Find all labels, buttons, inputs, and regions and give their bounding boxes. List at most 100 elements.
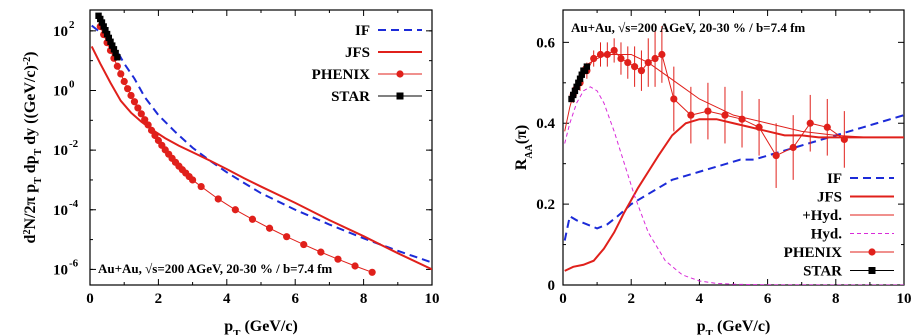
y-tick-label: 10 <box>53 203 68 219</box>
series-phenix-point <box>637 67 646 75</box>
y-tick-label: 0.2 <box>536 197 555 213</box>
y-axis-label: d2N/2π pT dpT dy ((GeV/c)-2) <box>22 52 44 244</box>
series-phenix-point <box>113 62 121 70</box>
series-phenix-point <box>124 85 132 93</box>
legend-jfs-label: JFS <box>345 45 370 61</box>
y-tick-exponent: -6 <box>69 257 79 269</box>
y-tick-label: 10 <box>53 143 68 159</box>
series-star-point <box>578 71 585 78</box>
x-tick-label: 6 <box>291 291 299 307</box>
series-jfs-line <box>90 45 432 271</box>
series-star-point <box>575 79 582 86</box>
series-phenix-point <box>704 107 712 115</box>
series-if-line <box>91 24 432 264</box>
series-phenix-point <box>738 115 746 123</box>
legend-star-label: STAR <box>331 89 370 105</box>
legend-phenix-swatch-marker <box>868 248 876 256</box>
series-star-point <box>571 87 579 95</box>
x-tick-label: 0 <box>559 291 567 307</box>
series-phenix-point <box>368 268 376 276</box>
series-star-point <box>114 54 121 61</box>
x-tick-label: 10 <box>897 291 912 307</box>
series-phenix-point <box>334 255 342 263</box>
annotation-text: Au+Au, √s=200 AGeV, 20-30 % / b=7.4 fm <box>98 261 332 276</box>
series-phenix-point <box>596 50 605 59</box>
series-phenix-point <box>644 58 652 67</box>
series-star-point <box>107 38 114 45</box>
y-tick-exponent: -2 <box>69 138 79 150</box>
x-tick-label: 10 <box>425 291 440 307</box>
series-phenix-point <box>137 110 145 118</box>
series-phenix-point <box>147 126 156 134</box>
series-phenix-point <box>806 119 814 127</box>
series-phenix-point <box>772 151 780 160</box>
series-star-point <box>112 49 119 57</box>
series-phenix-point <box>283 233 291 241</box>
series-phenix-point <box>300 240 308 249</box>
legend-if-label: IF <box>355 23 370 39</box>
series-jfs-line <box>564 118 904 272</box>
legend-hyd-label: +Hyd. <box>802 208 842 224</box>
y-tick-label: 10 <box>53 24 68 40</box>
series-phenix-point <box>590 54 598 63</box>
series-star-point <box>102 27 109 34</box>
series-phenix-point <box>117 70 125 78</box>
y-tick-label: 0 <box>548 278 556 294</box>
series-phenix-point <box>317 248 325 256</box>
series-star-point <box>105 34 113 42</box>
series-phenix-point <box>130 98 139 106</box>
series-star-point <box>109 42 116 49</box>
series-phenix-point <box>127 91 135 100</box>
x-tick-label: 8 <box>832 291 840 307</box>
series-phenix-point <box>151 131 159 140</box>
y-tick-label: 0.6 <box>536 35 555 51</box>
series-phenix-line <box>99 26 373 273</box>
series-phenix-point <box>755 123 763 131</box>
series-phenix-point <box>721 111 729 119</box>
legend-phenix-swatch-marker <box>396 70 404 78</box>
x-tick-label: 4 <box>696 291 704 307</box>
annotation-text: Au+Au, √s=200 AGeV, 20-30 % / b=7.4 fm <box>571 20 805 35</box>
series-phenix-point <box>134 104 142 112</box>
series-star-point <box>581 67 589 74</box>
x-tick-label: 0 <box>86 291 94 307</box>
series-phenix-point <box>840 135 848 144</box>
series-phenix-point <box>189 176 197 184</box>
x-tick-label: 8 <box>360 291 368 307</box>
legend-star-swatch-marker <box>868 267 876 274</box>
series-phenix-point <box>658 50 666 59</box>
legend-star-swatch-marker <box>396 92 404 100</box>
series-phenix-point <box>631 63 639 71</box>
series-star-point <box>570 91 577 99</box>
x-tick-label: 2 <box>627 291 635 307</box>
right-panel-raa: 0 2 4 6 8 10 0 0.2 0.4 0.6 pT (GeV/c) RAA(π) Au+Au, … <box>513 9 912 335</box>
legend-jfs-label: JFS <box>817 190 842 206</box>
y-tick-label: 10 <box>53 262 68 278</box>
series-phenix-point <box>610 46 618 55</box>
series-star-point <box>100 23 107 30</box>
series-phenix-point <box>670 95 678 103</box>
plot-area <box>90 12 432 276</box>
plot-area <box>563 26 904 285</box>
series-phenix-point <box>351 262 359 270</box>
x-tick-label: 4 <box>223 291 231 307</box>
series-phenix-point <box>214 195 222 203</box>
series-hyd-line <box>564 86 904 285</box>
series-star-point <box>98 19 106 26</box>
series-phenix-point <box>248 215 257 223</box>
legend-phenix-label: PHENIX <box>784 245 843 261</box>
x-tick-label: 6 <box>764 291 772 307</box>
y-tick-exponent: 0 <box>69 78 75 90</box>
series-phenix-point <box>265 224 274 232</box>
series-star-point <box>97 15 104 23</box>
series-phenix-point <box>197 182 205 191</box>
series-star-point <box>583 63 591 70</box>
y-tick-exponent: 2 <box>69 19 75 31</box>
series-hyd-line <box>564 53 904 138</box>
x-axis-label: pT (GeV/c) <box>224 318 298 335</box>
series-phenix-point <box>144 121 152 129</box>
series-star-point <box>576 75 584 82</box>
legend-if-label: IF <box>827 171 842 187</box>
